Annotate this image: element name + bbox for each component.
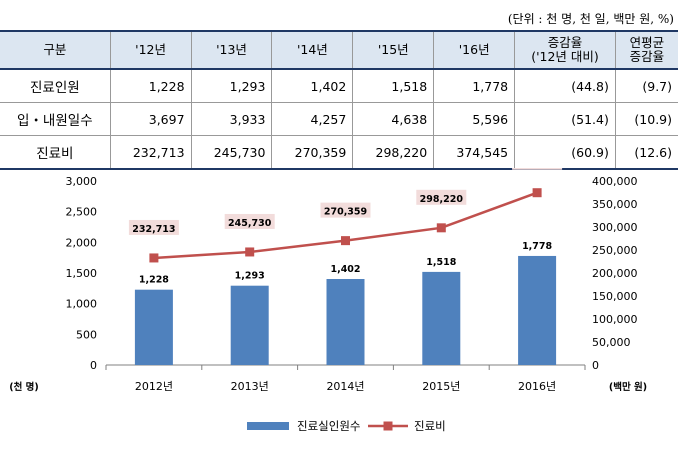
line-data-label: 270,359 <box>324 207 367 218</box>
header-cell: 연평균 증감율 <box>614 31 678 69</box>
table-cell: (44.8) <box>514 69 616 103</box>
bar-data-label: 1,228 <box>139 275 169 286</box>
legend: 진료실인원수 진료비 <box>247 419 446 433</box>
line-data-label: 298,220 <box>420 194 464 205</box>
table-cell: 374,545 <box>433 135 516 169</box>
legend-bar-label: 진료실인원수 <box>297 419 360 433</box>
line-marker <box>341 236 350 246</box>
line-marker <box>245 247 255 257</box>
table-cell: (9.7) <box>614 69 678 103</box>
line-data-label: 232,713 <box>132 224 175 235</box>
table-cell: 1,778 <box>433 69 516 103</box>
bar <box>326 279 365 365</box>
row-label: 입・내원일수 <box>0 102 111 136</box>
table-cell: 4,257 <box>271 102 354 136</box>
table-cell: 1,293 <box>190 69 273 103</box>
y-left-tick-label: 1,000 <box>66 298 98 311</box>
line-label-box <box>512 168 563 170</box>
y-right-axis-label: (백만 원) <box>609 381 647 393</box>
row-label: 진료인원 <box>0 69 111 103</box>
table-cell: 1,402 <box>271 69 354 103</box>
table-cell: 1,518 <box>352 69 435 103</box>
table-row: 입・내원일수 3,697 3,933 4,257 4,638 5,596 (51.4) (10… <box>0 102 678 136</box>
table-row: 진료인원 1,228 1,293 1,402 1,518 1,778 (44.8) (9.7) <box>0 69 678 103</box>
table-cell: (10.9) <box>614 102 678 136</box>
y-right-tick-label: 300,000 <box>592 221 638 234</box>
table-cell: 232,713 <box>109 135 192 169</box>
line-marker <box>532 188 542 198</box>
y-right-tick-label: 200,000 <box>592 267 638 280</box>
table-header-row: 구분 '12년 '13년 '14년 '15년 '16년 증감율 ('12년 대비) 연평균 증감율 <box>0 31 678 69</box>
bar-data-label: 1,293 <box>235 271 265 282</box>
table-cell: (51.4) <box>514 102 616 136</box>
bar <box>422 271 461 365</box>
header-cell: 증감율 ('12년 대비) <box>514 31 616 69</box>
x-tick-label: 2016년 <box>518 380 556 393</box>
line-data-label: 245,730 <box>228 218 272 229</box>
statistics-table: 구분 '12년 '13년 '14년 '15년 '16년 증감율 ('12년 대비) 연평균 증감율… <box>0 30 678 170</box>
y-left-tick-label: 3,000 <box>66 175 98 188</box>
header-cell: '13년 <box>190 31 273 69</box>
y-right-tick-label: 50,000 <box>592 336 631 349</box>
x-tick-label: 2013년 <box>231 380 269 393</box>
y-left-tick-label: 2,000 <box>66 236 98 249</box>
header-cell: '14년 <box>271 31 354 69</box>
line-series: 232,713 245,730 270,359 298,220 374,545 <box>128 168 563 263</box>
line-label-box <box>128 219 179 235</box>
y-right-tick-label: 350,000 <box>592 198 638 211</box>
bar <box>134 289 173 365</box>
y-left-axis-label: (천 명) <box>9 381 38 393</box>
table-cell: 3,697 <box>109 102 192 136</box>
bar-data-label: 1,402 <box>330 264 360 275</box>
header-cell: '16년 <box>433 31 516 69</box>
legend-line-label: 진료비 <box>414 419 446 433</box>
line-marker <box>149 253 159 263</box>
line-label-box <box>416 189 467 205</box>
row-label: 진료비 <box>0 135 111 169</box>
y-left-tick-label: 2,500 <box>66 206 98 219</box>
combo-chart: 0 500 1,000 1,500 2,000 2,500 3,000 0 50,000 100,… <box>9 168 647 433</box>
header-category: 구분 <box>0 31 111 69</box>
table-cell: 4,638 <box>352 102 435 136</box>
table-row: 진료비 232,713 245,730 270,359 298,220 374,545 (6… <box>0 135 678 169</box>
legend-line-marker <box>383 421 393 431</box>
bar <box>518 255 557 365</box>
legend-bar-swatch <box>247 422 289 430</box>
bar <box>230 285 269 365</box>
series-line <box>153 191 538 260</box>
y-right-tick-label: 100,000 <box>592 313 638 326</box>
unit-note: (단위 : 천 명, 천 일, 백만 원, %) <box>507 12 674 26</box>
bar-data-label: 1,778 <box>522 241 552 252</box>
table-cell: 5,596 <box>433 102 516 136</box>
header-cell: '12년 <box>109 31 192 69</box>
y-right-tick-label: 150,000 <box>592 290 638 303</box>
y-right-tick-label: 0 <box>592 359 599 372</box>
line-data-label: 374,545 <box>515 168 558 170</box>
y-left-tick-label: 500 <box>76 328 97 341</box>
header-cell: '15년 <box>352 31 435 69</box>
table-cell: 1,228 <box>109 69 192 103</box>
line-marker <box>436 223 446 233</box>
bars: 1,228 1,293 1,402 1,518 1,778 <box>134 241 557 365</box>
x-tick-label: 2015년 <box>422 380 460 393</box>
table-cell: 298,220 <box>352 135 435 169</box>
y-right-tick-label: 400,000 <box>592 175 638 188</box>
y-left-tick-label: 0 <box>90 359 97 372</box>
table-cell: (60.9) <box>514 135 616 169</box>
y-right-tick-label: 250,000 <box>592 244 638 257</box>
table-cell: (12.6) <box>614 135 678 169</box>
bar-data-label: 1,518 <box>426 257 456 268</box>
x-tick-label: 2012년 <box>135 380 173 393</box>
line-label-box <box>320 202 371 218</box>
line-label-box <box>224 213 275 229</box>
y-left-tick-label: 1,500 <box>66 267 98 280</box>
table-cell: 3,933 <box>190 102 273 136</box>
x-tick-label: 2014년 <box>326 380 364 393</box>
table-cell: 270,359 <box>271 135 354 169</box>
table-cell: 245,730 <box>190 135 273 169</box>
